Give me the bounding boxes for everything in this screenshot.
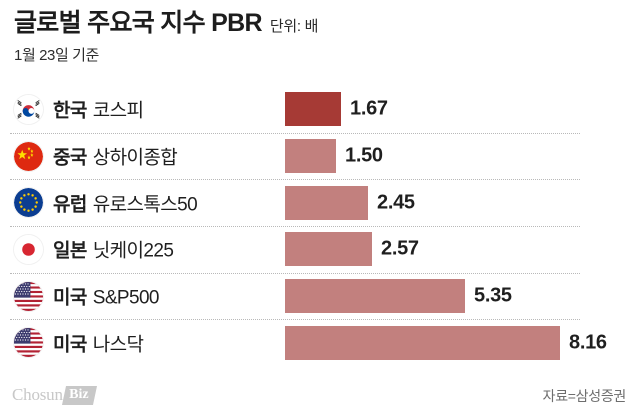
source-note: 자료=삼성증권 <box>542 388 627 404</box>
bar <box>285 232 372 267</box>
country-label: 중국 <box>53 147 87 169</box>
bar-value-label: 2.57 <box>381 237 419 260</box>
country-label: 유럽 <box>53 194 87 216</box>
chart-header: 글로벌 주요국 지수 PBR 단위: 배 1월 23일 기준 <box>14 9 626 65</box>
bar <box>285 325 560 360</box>
row-separator <box>10 132 580 134</box>
row-label: 일본 닛케이225 <box>53 236 174 263</box>
bar <box>285 185 368 220</box>
table-row: 미국 S&P500 5.35 <box>0 272 640 320</box>
row-label: 미국 나스닥 <box>53 329 144 356</box>
row-label: 유럽 유로스톡스50 <box>53 189 198 216</box>
bar-value-label: 1.50 <box>345 144 383 167</box>
kr-flag-icon <box>14 95 43 124</box>
country-label: 미국 <box>53 334 87 356</box>
bar-value-label: 1.67 <box>350 97 388 120</box>
bar-value-label: 5.35 <box>474 284 512 307</box>
chart-subtitle: 1월 23일 기준 <box>14 46 99 64</box>
row-separator <box>10 179 580 181</box>
table-row: 중국 상하이종합 1.50 <box>0 132 640 180</box>
table-row: 일본 닛케이225 2.57 <box>0 226 640 273</box>
index-label: 코스피 <box>92 100 144 122</box>
bar-value-label: 8.16 <box>569 331 607 354</box>
us-flag-icon <box>14 281 43 311</box>
logo-badge-text: Biz <box>68 386 89 402</box>
cn-flag-icon <box>14 141 43 171</box>
chosunbiz-logo: Chosun Biz <box>12 384 98 406</box>
table-row: 유럽 유로스톡스50 2.45 <box>0 179 640 226</box>
bar-value-label: 2.45 <box>377 191 415 214</box>
row-label: 미국 S&P500 <box>53 282 159 309</box>
table-row: 한국 코스피 1.67 <box>0 86 640 133</box>
country-label: 한국 <box>53 100 87 122</box>
bar <box>285 138 336 173</box>
chart-footer: Chosun Biz 자료=삼성증권 <box>0 372 640 420</box>
page-title: 글로벌 주요국 지수 PBR <box>14 9 263 37</box>
row-separator <box>10 226 580 227</box>
row-separator <box>10 272 580 274</box>
bar <box>285 92 341 127</box>
row-label: 중국 상하이종합 <box>53 142 178 169</box>
index-label: S&P500 <box>92 287 160 309</box>
table-row: 미국 나스닥 8.16 <box>0 319 640 366</box>
row-separator <box>10 319 580 321</box>
index-label: 상하이종합 <box>92 147 178 169</box>
bar-chart: 한국 코스피 1.67 중국 상하이종합 1.50 유럽 유로스톡스50 2.45 일본 닛케이22… <box>0 86 640 366</box>
row-label: 한국 코스피 <box>53 96 144 123</box>
unit-note: 단위: 배 <box>269 18 319 35</box>
title-line: 글로벌 주요국 지수 PBR 단위: 배 <box>14 9 626 38</box>
index-label: 닛케이225 <box>92 240 174 262</box>
eu-flag-icon <box>14 188 43 218</box>
bar <box>285 278 465 313</box>
index-label: 유로스톡스50 <box>92 194 198 216</box>
index-label: 나스닥 <box>92 334 144 356</box>
country-label: 일본 <box>53 240 87 262</box>
logo-badge-biz: Biz <box>61 385 98 405</box>
jp-flag-icon <box>14 235 43 264</box>
logo-text-chosun: Chosun <box>12 385 63 404</box>
country-label: 미국 <box>53 287 87 309</box>
us-flag-icon <box>14 328 43 358</box>
